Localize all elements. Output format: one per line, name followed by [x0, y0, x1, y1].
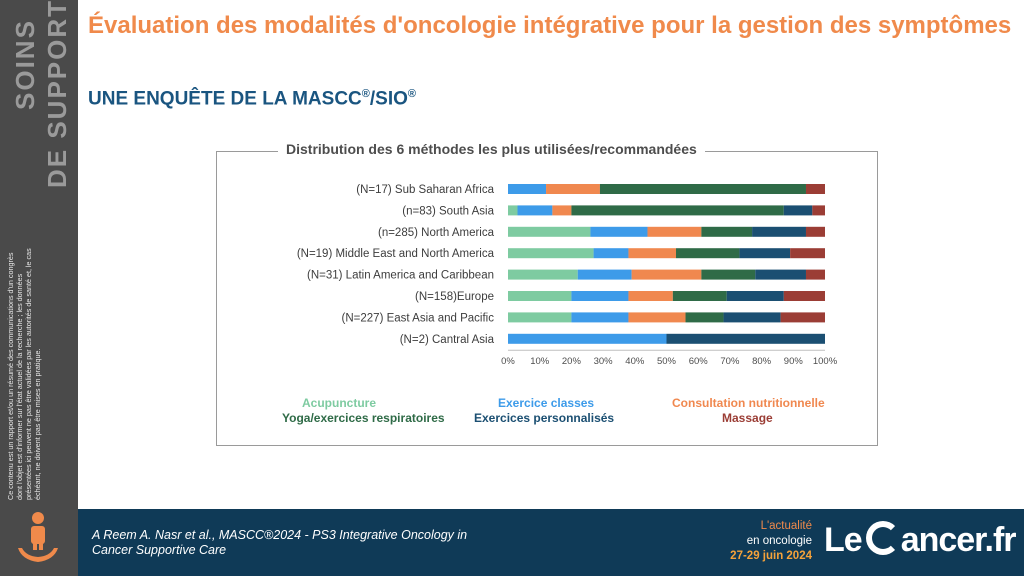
person-in-hand-icon	[18, 512, 58, 562]
bar-segment	[783, 291, 825, 301]
bar-segment	[508, 269, 578, 280]
footer: A Reem A. Nasr et al., MASCC®2024 - PS3 …	[78, 509, 1024, 576]
bar-segment	[723, 312, 781, 323]
bar-segment	[517, 205, 553, 216]
bar-segment	[577, 269, 632, 280]
bar-segment	[508, 291, 572, 301]
chart-title: Distribution des 6 méthodes les plus uti…	[278, 141, 705, 157]
legend-consultation-nutritionnelle: Consultation nutritionnelle	[672, 396, 825, 410]
category-label: (N=19) Middle East and North America	[297, 248, 495, 260]
category-label: (N=17) Sub Saharan Africa	[356, 184, 494, 196]
reference-citation: A Reem A. Nasr et al., MASCC®2024 - PS3 …	[92, 528, 468, 557]
disclaimer-text: Ce contenu est un rapport et/ou un résum…	[6, 248, 42, 500]
bar-segment	[628, 248, 677, 259]
bar-segment	[546, 184, 600, 194]
x-tick-label: 90%	[784, 356, 804, 367]
bar-segment	[590, 226, 648, 237]
sidebar: SOINS DE SUPPORT Ce contenu est un rappo…	[0, 0, 78, 576]
sidebar-label-line1: SOINS	[10, 19, 40, 110]
bar-segment	[685, 312, 724, 323]
bar-segment	[701, 226, 753, 237]
bar-segment	[739, 248, 791, 259]
bar-segment	[599, 184, 806, 194]
bar-segment	[666, 333, 825, 344]
bar-segment	[552, 205, 572, 216]
page-subtitle: UNE ENQUÊTE DE LA MASCC®/SIO®	[88, 88, 416, 110]
event-info: L'actualité en oncologie 27-29 juin 2024	[700, 519, 812, 564]
event-dates: 27-29 juin 2024	[730, 550, 812, 562]
page-title: Évaluation des modalités d'oncologie int…	[88, 12, 1012, 39]
bar-segment	[571, 291, 629, 301]
bar-segment	[571, 312, 629, 323]
bar-segment	[593, 248, 629, 259]
legend-exercices-personnalises: Exercices personnalisés	[474, 411, 615, 425]
bar-segment	[508, 333, 667, 344]
c-circle-logo-icon	[865, 521, 900, 555]
bar-segment	[676, 248, 740, 259]
category-label: (N=227) East Asia and Pacific	[342, 312, 495, 324]
legend-yoga: Yoga/exercices respiratoires	[282, 411, 445, 425]
bar-segment	[631, 269, 702, 280]
event-line2: en oncologie	[746, 535, 812, 547]
category-label: (n=83) South Asia	[402, 205, 494, 217]
bar-segment	[805, 269, 825, 280]
stacked-bar-chart: (N=17) Sub Saharan Africa (n=83) South As…	[297, 184, 838, 367]
bar-segment	[805, 184, 825, 194]
bar-segment	[780, 312, 825, 323]
bar-segment	[508, 184, 547, 194]
bar-segment	[508, 226, 591, 237]
category-label: (n=285) North America	[378, 227, 495, 239]
bar-segment	[628, 291, 673, 301]
x-tick-label: 80%	[752, 356, 772, 367]
x-tick-label: 100%	[813, 356, 838, 367]
brand-logo[interactable]: Le ancer.fr	[824, 521, 1017, 559]
bar-segment	[790, 248, 825, 259]
bar-segment	[783, 205, 813, 216]
bar-segment	[628, 312, 686, 323]
legend-acupuncture: Acupuncture	[302, 396, 377, 410]
bar-segment	[672, 291, 727, 301]
category-label: (N=2) Cantral Asia	[400, 334, 495, 346]
bar-segment	[755, 269, 806, 280]
bar-segment	[571, 205, 784, 216]
bar-segment	[752, 226, 806, 237]
category-label: (N=158)Europe	[415, 291, 494, 303]
bar-segment	[508, 248, 594, 259]
bar-segment	[812, 205, 825, 216]
x-tick-label: 60%	[689, 356, 709, 367]
bar-segment	[508, 205, 518, 216]
sidebar-label-line2: DE SUPPORT	[42, 0, 72, 188]
bar-segment	[701, 269, 756, 280]
event-line1: L'actualité	[760, 520, 812, 532]
bar-segment	[508, 312, 572, 323]
bar-segment	[805, 226, 825, 237]
legend-massage: Massage	[722, 411, 773, 425]
x-tick-label: 20%	[562, 356, 582, 367]
bar-segment	[726, 291, 784, 301]
x-tick-label: 0%	[501, 356, 515, 367]
x-tick-label: 10%	[530, 356, 550, 367]
category-label: (N=31) Latin America and Caribbean	[307, 270, 494, 282]
bar-segment	[647, 226, 702, 237]
x-tick-label: 50%	[657, 356, 677, 367]
legend-exercice-classes: Exercice classes	[498, 396, 595, 410]
sidebar-section-label: SOINS DE SUPPORT	[4, 0, 74, 188]
x-tick-label: 70%	[720, 356, 740, 367]
x-tick-label: 40%	[625, 356, 645, 367]
x-tick-label: 30%	[594, 356, 614, 367]
